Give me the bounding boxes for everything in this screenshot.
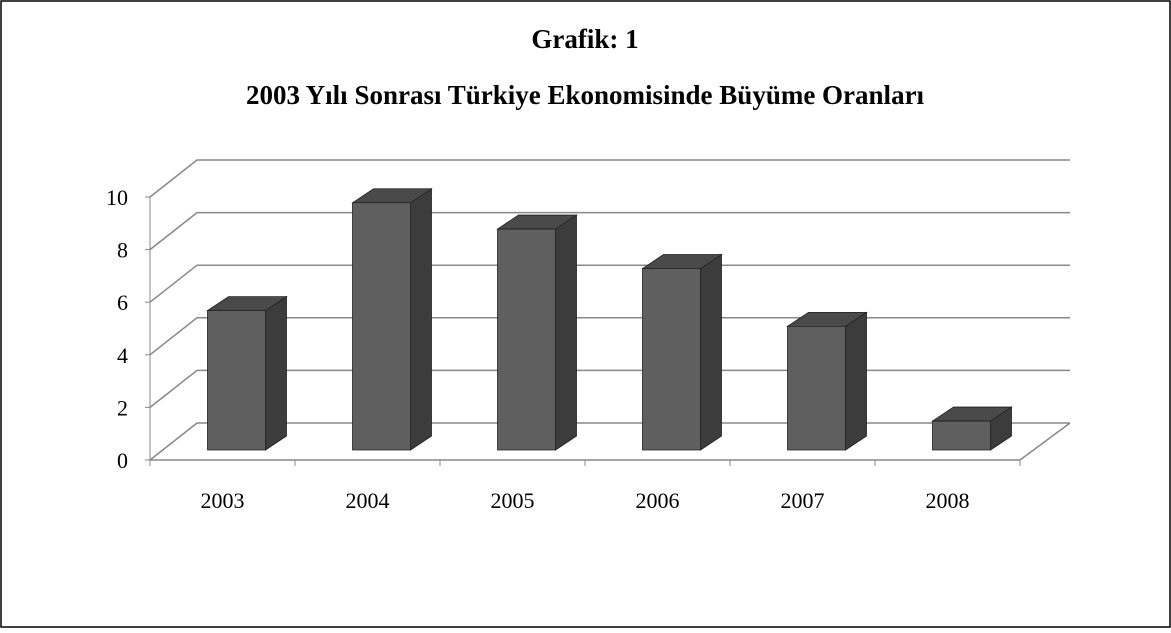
bar-face <box>265 295 287 451</box>
grid-line <box>149 422 1070 461</box>
chart-title: Grafik: 1 <box>531 24 638 54</box>
y-tick-label: 8 <box>117 238 128 263</box>
bar-face <box>352 202 411 451</box>
x-tick-label: 2007 <box>781 488 825 513</box>
bar-face <box>642 268 701 451</box>
grid-line <box>149 159 1070 198</box>
bar <box>206 295 288 451</box>
bar-face <box>787 325 846 451</box>
grid-line <box>149 369 1070 408</box>
x-tick-label: 2008 <box>926 488 970 513</box>
grid-line <box>149 317 1070 356</box>
bar <box>931 406 1013 451</box>
grid-line <box>149 264 1070 303</box>
y-tick-label: 10 <box>106 185 128 210</box>
bar-face <box>932 420 991 451</box>
y-tick-label: 0 <box>117 448 128 473</box>
bar <box>641 253 723 451</box>
x-tick-label: 2003 <box>201 488 245 513</box>
bar-face <box>410 188 432 451</box>
y-tick-label: 4 <box>117 343 128 368</box>
y-tick-label: 6 <box>117 290 128 315</box>
bar <box>786 311 868 451</box>
x-tick-label: 2006 <box>636 488 680 513</box>
bar-face <box>555 214 577 451</box>
bar <box>496 214 578 451</box>
bar-face <box>700 253 722 451</box>
bar <box>351 188 433 451</box>
bar-face <box>845 311 867 451</box>
y-tick-label: 2 <box>117 395 128 420</box>
x-tick-label: 2004 <box>346 488 390 513</box>
x-tick-label: 2005 <box>491 488 535 513</box>
grid-line <box>149 211 1070 251</box>
bar-face <box>497 228 556 451</box>
bar-face <box>207 310 266 451</box>
chart-subtitle: 2003 Yılı Sonrası Türkiye Ekonomisinde B… <box>246 80 925 110</box>
